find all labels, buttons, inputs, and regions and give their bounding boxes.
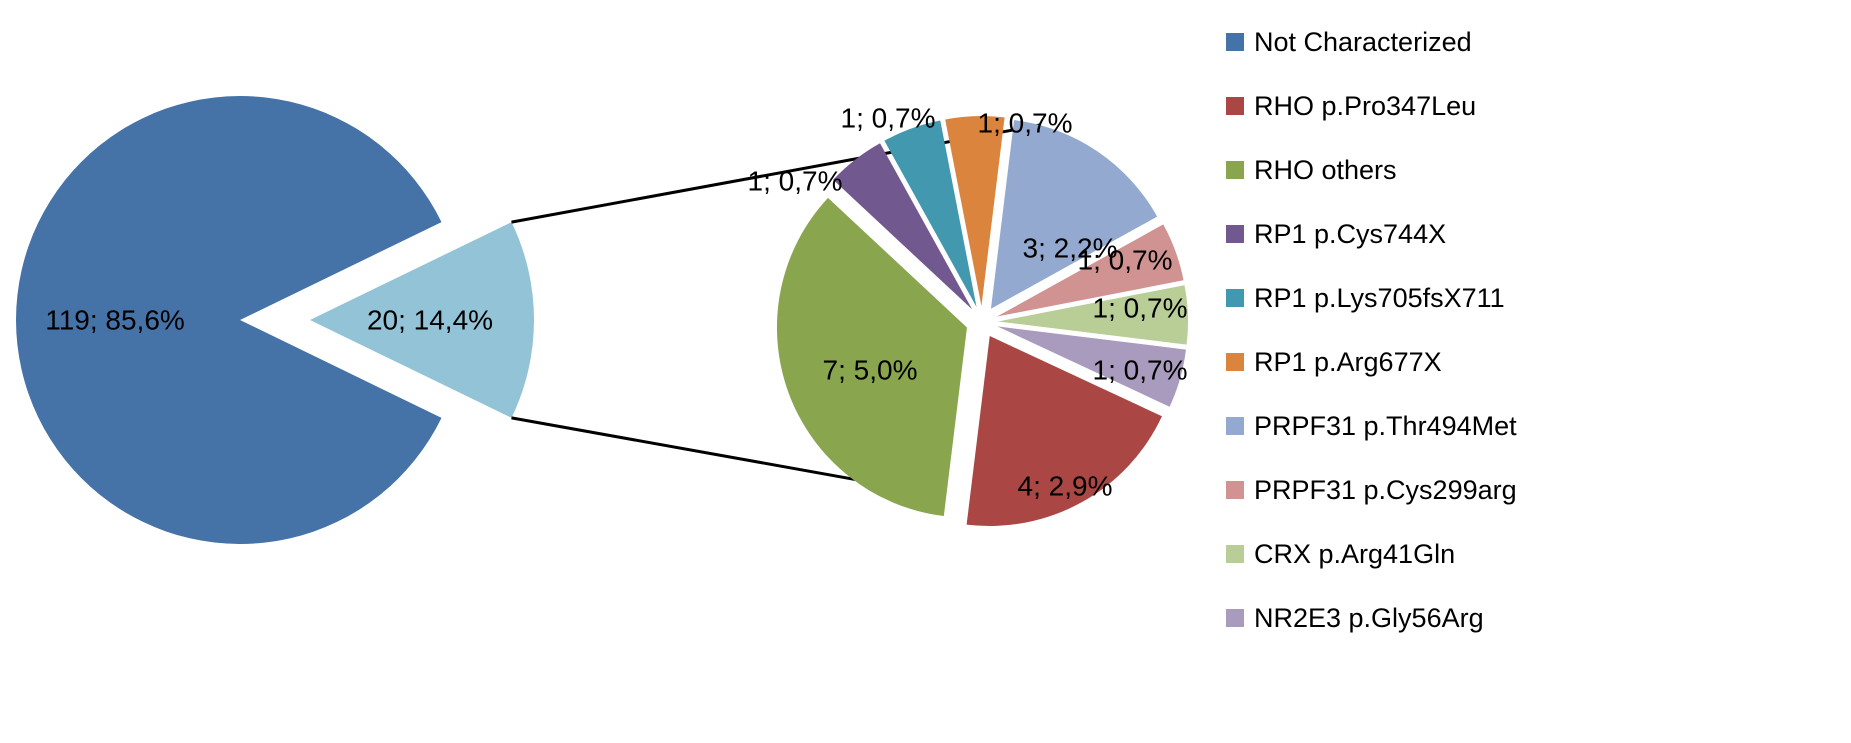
- secondary-slice: [776, 197, 967, 517]
- legend-item: RP1 p.Cys744X: [1226, 202, 1517, 266]
- secondary-slice: [997, 224, 1184, 317]
- secondary-slice-label: 1; 0,7%: [748, 165, 843, 196]
- secondary-slice: [997, 326, 1186, 407]
- legend-swatch: [1226, 225, 1244, 243]
- legend-swatch: [1226, 353, 1244, 371]
- legend-item: NR2E3 p.Gly56Arg: [1226, 586, 1517, 650]
- legend-item: Not Characterized: [1226, 10, 1517, 74]
- legend-swatch: [1226, 33, 1244, 51]
- secondary-slice: [884, 120, 977, 307]
- legend-swatch: [1226, 481, 1244, 499]
- secondary-slice-label: 1; 0,7%: [1093, 354, 1188, 385]
- secondary-slice: [833, 143, 973, 310]
- secondary-slice: [966, 335, 1162, 526]
- secondary-slice-label: 1; 0,7%: [841, 102, 936, 133]
- legend-swatch: [1226, 417, 1244, 435]
- legend-item: RP1 p.Lys705fsX711: [1226, 266, 1517, 330]
- primary-slice-label: 119; 85,6%: [45, 304, 185, 335]
- legend-swatch: [1226, 609, 1244, 627]
- legend-label: RP1 p.Lys705fsX711: [1254, 282, 1505, 313]
- legend-label: NR2E3 p.Gly56Arg: [1254, 602, 1484, 633]
- secondary-slice-label: 1; 0,7%: [1093, 292, 1188, 323]
- legend-item: RHO p.Pro347Leu: [1226, 74, 1517, 138]
- legend-item: RHO others: [1226, 138, 1517, 202]
- secondary-slice-label: 3; 2,2%: [1023, 232, 1118, 263]
- legend-label: RP1 p.Cys744X: [1254, 218, 1447, 249]
- secondary-slice-label: 1; 0,7%: [978, 107, 1073, 138]
- legend-swatch: [1226, 97, 1244, 115]
- secondary-slice: [997, 285, 1188, 345]
- legend-label: Not Characterized: [1254, 26, 1472, 57]
- legend-item: PRPF31 p.Cys299arg: [1226, 458, 1517, 522]
- legend-swatch: [1226, 545, 1244, 563]
- secondary-slice-label: 7; 5,0%: [823, 354, 918, 385]
- legend-item: RP1 p.Arg677X: [1226, 330, 1517, 394]
- primary-slice: [15, 96, 442, 544]
- legend-item: CRX p.Arg41Gln: [1226, 522, 1517, 586]
- legend-swatch: [1226, 289, 1244, 307]
- legend: Not Characterized RHO p.Pro347Leu RHO othe…: [1226, 10, 1517, 650]
- secondary-slice: [945, 116, 1005, 307]
- secondary-slice-label: 4; 2,9%: [1018, 470, 1113, 501]
- secondary-slice-label: 1; 0,7%: [1078, 244, 1173, 275]
- legend-label: RHO p.Pro347Leu: [1254, 90, 1477, 121]
- secondary-slice: [990, 120, 1158, 309]
- legend-label: PRPF31 p.Thr494Met: [1254, 410, 1517, 441]
- primary-slice-label: 20; 14,4%: [367, 304, 493, 335]
- legend-label: CRX p.Arg41Gln: [1254, 538, 1456, 569]
- legend-item: PRPF31 p.Thr494Met: [1226, 394, 1517, 458]
- legend-label: PRPF31 p.Cys299arg: [1254, 474, 1517, 505]
- legend-swatch: [1226, 161, 1244, 179]
- primary-slice: [310, 222, 534, 418]
- legend-label: RP1 p.Arg677X: [1254, 346, 1442, 377]
- legend-label: RHO others: [1254, 154, 1397, 185]
